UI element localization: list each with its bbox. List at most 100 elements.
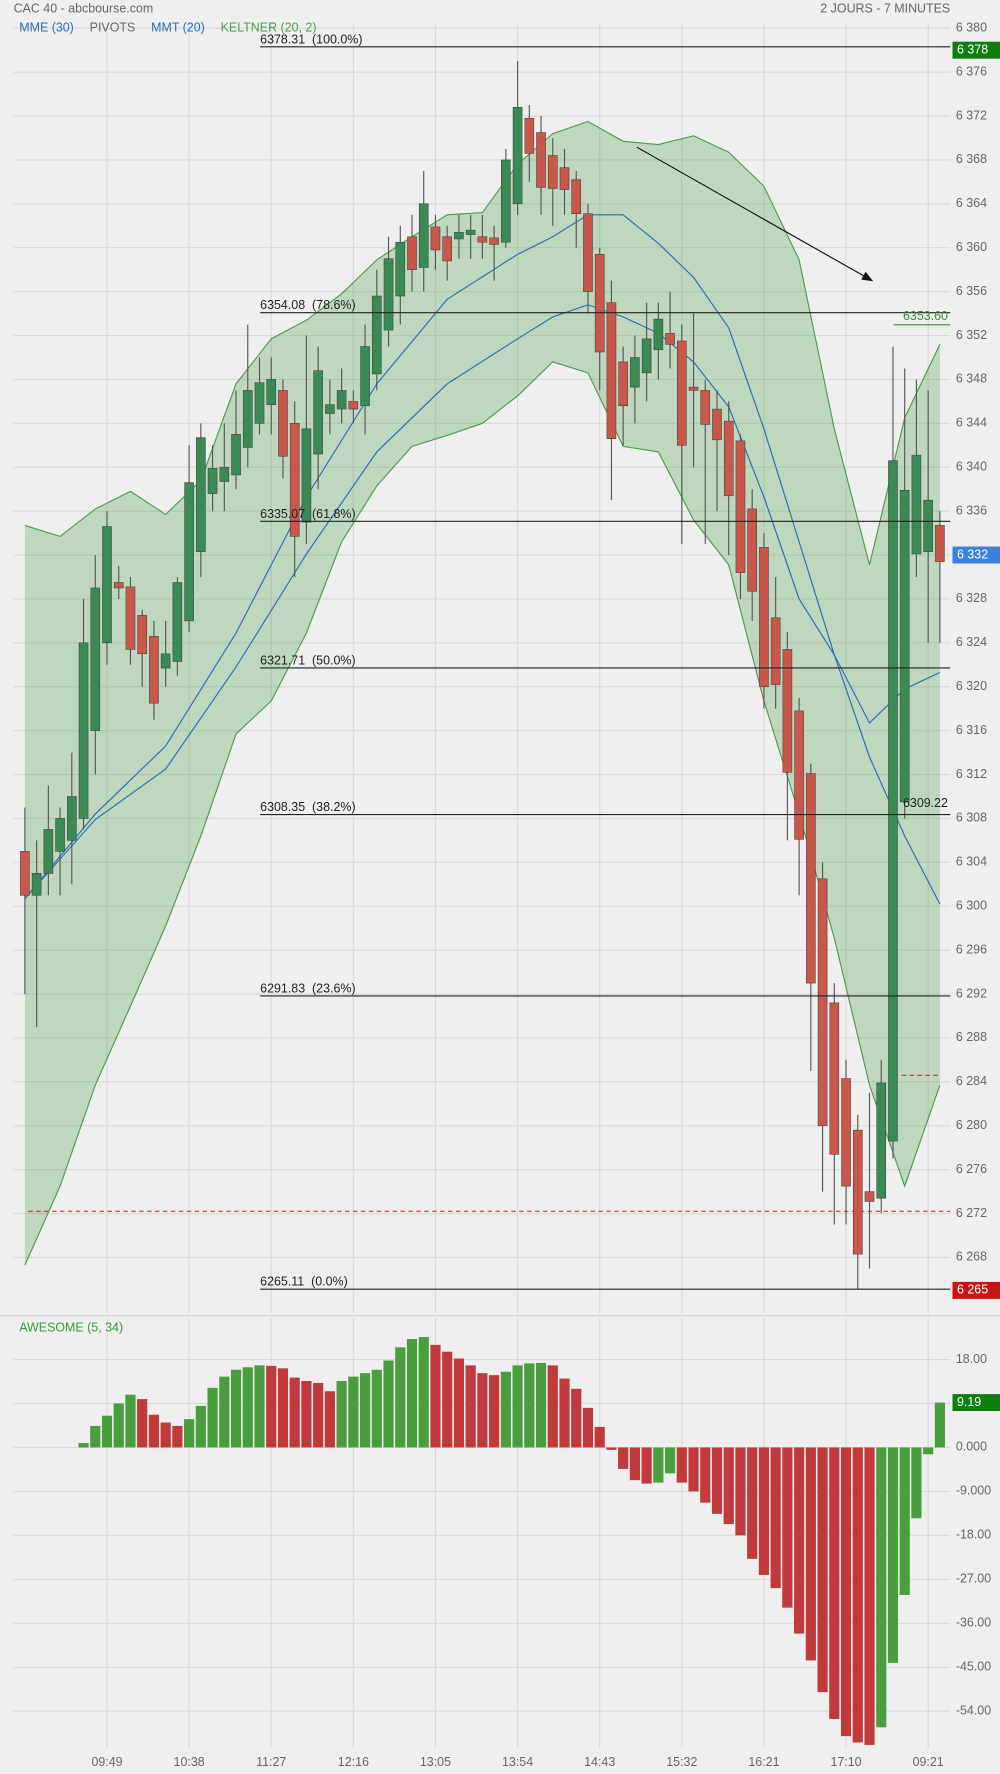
oscillator-bar bbox=[406, 1339, 418, 1448]
oscillator-bar bbox=[676, 1447, 687, 1483]
level-annotation: 6353.60 bbox=[903, 309, 948, 323]
y-tick-label: 6 300 bbox=[956, 899, 987, 913]
candle-body bbox=[759, 547, 769, 688]
oscillator-bar bbox=[371, 1369, 382, 1448]
oscillator-bar bbox=[254, 1365, 265, 1448]
oscillator-bar bbox=[90, 1425, 101, 1448]
y-tick-label: 6 316 bbox=[956, 723, 987, 737]
x-tick-label: 11:27 bbox=[256, 1755, 286, 1769]
fib-label: 6265.11 (0.0%) bbox=[260, 1275, 348, 1289]
candle-body bbox=[723, 420, 734, 497]
oscillator-bar bbox=[747, 1447, 758, 1559]
oscillator-bar bbox=[148, 1414, 160, 1448]
x-tick-label: 09:49 bbox=[91, 1755, 122, 1769]
price-badge bbox=[952, 1281, 1000, 1299]
candle-body bbox=[852, 1129, 863, 1255]
candle-body bbox=[454, 232, 464, 240]
oscillator-bar bbox=[794, 1447, 805, 1634]
oscillator-bar bbox=[184, 1419, 195, 1448]
candle-body bbox=[407, 236, 417, 270]
y-tick-label: 6 280 bbox=[956, 1118, 987, 1132]
oscillator-bar bbox=[758, 1447, 770, 1575]
oscillator-bar bbox=[641, 1447, 652, 1484]
fib-label: 6291.83 (23.6%) bbox=[260, 981, 355, 995]
price-badge-label: 6 378 bbox=[957, 42, 988, 56]
moving-average-line bbox=[24, 304, 941, 899]
chart-title: CAC 40 - abcbourse.com bbox=[14, 1, 154, 15]
y-tick-label: 6 304 bbox=[956, 855, 987, 869]
price-badge-label: 6 332 bbox=[957, 547, 988, 561]
y-tick-label: 6 336 bbox=[956, 503, 987, 517]
candle-body bbox=[536, 132, 546, 188]
candle-body bbox=[888, 460, 898, 1142]
oscillator-bar bbox=[418, 1337, 429, 1448]
candle-body bbox=[935, 525, 945, 562]
moving-average-line bbox=[24, 214, 941, 905]
candle-body bbox=[20, 851, 30, 896]
legend-entry: PIVOTS bbox=[90, 21, 136, 35]
oscillator-bar bbox=[805, 1447, 816, 1661]
x-tick-label: 17:10 bbox=[830, 1755, 861, 1769]
candle-body bbox=[559, 167, 570, 190]
oscillator-bar bbox=[618, 1447, 629, 1469]
candle-body bbox=[395, 241, 406, 297]
price-badge bbox=[952, 1394, 1000, 1412]
y-tick-label: 6 312 bbox=[956, 767, 987, 781]
oscillator-bar bbox=[817, 1447, 828, 1693]
candle-body bbox=[336, 390, 347, 410]
y-tick-label: 6 284 bbox=[956, 1074, 987, 1088]
candle-body bbox=[817, 878, 828, 1127]
candle-body bbox=[876, 1082, 887, 1199]
candle-body bbox=[254, 382, 265, 424]
candle-body bbox=[618, 361, 628, 407]
oscillator-bar bbox=[899, 1447, 910, 1595]
y-tick-label: 6 308 bbox=[956, 811, 987, 825]
fib-label: 6308.35 (38.2%) bbox=[260, 800, 355, 814]
oscillator-bar bbox=[547, 1365, 558, 1448]
candle-body bbox=[125, 586, 136, 650]
y-tick-label: 6 288 bbox=[956, 1030, 987, 1044]
candle-body bbox=[911, 454, 922, 555]
candle-body bbox=[665, 333, 675, 345]
oscillator-bar bbox=[477, 1373, 488, 1448]
oscillator-bar bbox=[782, 1447, 793, 1608]
candle-body bbox=[113, 582, 124, 589]
y-tick-label: 18.00 bbox=[956, 1352, 987, 1366]
y-tick-label: 6 356 bbox=[956, 284, 987, 298]
oscillator-bar bbox=[313, 1382, 324, 1448]
y-tick-label: 6 344 bbox=[956, 416, 987, 430]
candle-body bbox=[735, 440, 746, 573]
candle-body bbox=[712, 408, 722, 441]
oscillator-bar bbox=[195, 1405, 206, 1448]
candle-body bbox=[90, 587, 101, 731]
candle-body bbox=[43, 829, 54, 874]
oscillator-bar bbox=[571, 1388, 582, 1448]
y-tick-label: -36.00 bbox=[956, 1616, 991, 1630]
candle-body bbox=[829, 1002, 840, 1155]
x-tick-label: 13:54 bbox=[502, 1755, 533, 1769]
oscillator-bar bbox=[348, 1376, 359, 1448]
y-tick-label: 6 368 bbox=[956, 152, 987, 166]
candle-body bbox=[219, 466, 230, 482]
candle-body bbox=[102, 526, 112, 644]
y-tick-label: -18.00 bbox=[956, 1528, 991, 1542]
oscillator-bar bbox=[688, 1447, 699, 1492]
candle-body bbox=[641, 338, 652, 374]
y-tick-label: 6 276 bbox=[956, 1162, 987, 1176]
candle-body bbox=[137, 615, 148, 655]
oscillator-bar bbox=[723, 1447, 734, 1525]
candle-body bbox=[266, 379, 277, 405]
x-tick-label: 10:38 bbox=[174, 1755, 205, 1769]
oscillator-bar bbox=[864, 1447, 875, 1745]
candle-body bbox=[864, 1191, 875, 1202]
candle-body bbox=[547, 155, 558, 189]
level-annotation: 6309.22 bbox=[903, 796, 948, 810]
y-tick-label: -45.00 bbox=[956, 1660, 991, 1674]
y-tick-label: 0.000 bbox=[956, 1440, 987, 1454]
candle-body bbox=[677, 340, 687, 446]
oscillator-bar bbox=[923, 1447, 934, 1455]
candle-body bbox=[313, 370, 323, 455]
oscillator-bar bbox=[266, 1365, 277, 1448]
